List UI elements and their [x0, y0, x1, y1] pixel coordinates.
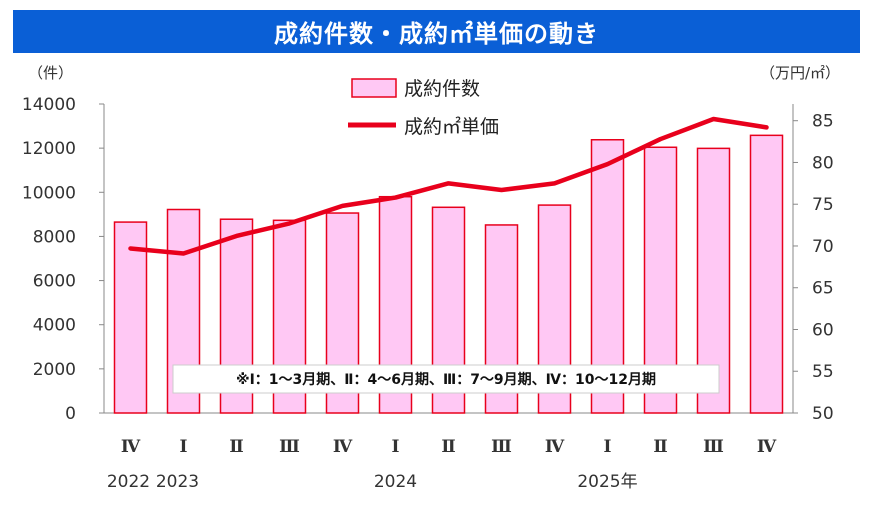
category-labels: Ⅳ Ⅰ Ⅱ Ⅲ Ⅳ Ⅰ Ⅱ Ⅲ Ⅳ Ⅰ Ⅱ Ⅲ Ⅳ — [121, 437, 777, 457]
category-label-13: Ⅳ — [757, 437, 777, 457]
category-label-4: Ⅲ — [279, 437, 300, 457]
category-label-9: Ⅳ — [545, 437, 565, 457]
category-label-3: Ⅱ — [229, 437, 243, 457]
category-label-5: Ⅳ — [333, 437, 353, 457]
category-label-6: Ⅰ — [392, 437, 400, 457]
legend-line-label: 成約㎡単価 — [404, 115, 499, 138]
left-tick-label: 8000 — [33, 227, 76, 247]
year-label-3: 2024 — [374, 472, 417, 492]
chart-title: 成約件数・成約㎡単価の動き — [13, 10, 860, 53]
right-tick-label: 70 — [812, 237, 834, 257]
category-label-7: Ⅱ — [441, 437, 455, 457]
category-label-12: Ⅲ — [703, 437, 724, 457]
right-tick-label: 65 — [812, 279, 834, 299]
legend: 成約件数 成約㎡単価 — [348, 78, 499, 138]
line-series — [128, 116, 769, 256]
right-axis-ticks: 50 55 60 65 70 75 80 85 — [793, 112, 834, 424]
category-label-2: Ⅰ — [180, 437, 188, 457]
left-axis-ticks: 0 2000 4000 6000 8000 10000 12000 14000 — [22, 95, 104, 424]
note-text: ※Ⅰ：1～3月期、Ⅱ：4～6月期、Ⅲ：7～9月期、Ⅳ：10～12月期 — [236, 372, 656, 388]
left-tick-label: 14000 — [22, 95, 76, 115]
category-label-8: Ⅲ — [491, 437, 512, 457]
price-line — [128, 116, 769, 256]
bar-13 — [749, 134, 784, 414]
year-label-2: 2023 — [156, 472, 199, 492]
quarter-note: ※Ⅰ：1～3月期、Ⅱ：4～6月期、Ⅲ：7～9月期、Ⅳ：10～12月期 — [172, 364, 720, 394]
category-label-10: Ⅰ — [604, 437, 612, 457]
right-tick-label: 85 — [812, 112, 834, 132]
right-tick-label: 80 — [812, 153, 834, 173]
year-labels: 2022 2023 2024 2025年 — [107, 472, 638, 492]
left-tick-label: 4000 — [33, 316, 76, 336]
left-tick-label: 10000 — [22, 183, 76, 203]
category-label-1: Ⅳ — [121, 437, 141, 457]
left-tick-label: 6000 — [33, 272, 76, 292]
left-axis-unit: （件） — [28, 64, 73, 82]
right-tick-label: 60 — [812, 320, 834, 340]
left-tick-label: 12000 — [22, 139, 76, 159]
right-axis-unit: （万円/㎡） — [760, 64, 840, 82]
note-box — [172, 364, 720, 394]
right-tick-label: 55 — [812, 362, 834, 382]
category-label-11: Ⅱ — [653, 437, 667, 457]
bar-1 — [113, 221, 148, 414]
legend-bar-swatch — [351, 78, 397, 98]
left-tick-label: 0 — [65, 404, 76, 424]
left-tick-label: 2000 — [33, 360, 76, 380]
year-label-4: 2025年 — [577, 472, 637, 492]
year-label-1: 2022 — [107, 472, 150, 492]
right-tick-label: 75 — [812, 195, 834, 215]
legend-bar-label: 成約件数 — [404, 78, 480, 100]
right-tick-label: 50 — [812, 404, 834, 424]
